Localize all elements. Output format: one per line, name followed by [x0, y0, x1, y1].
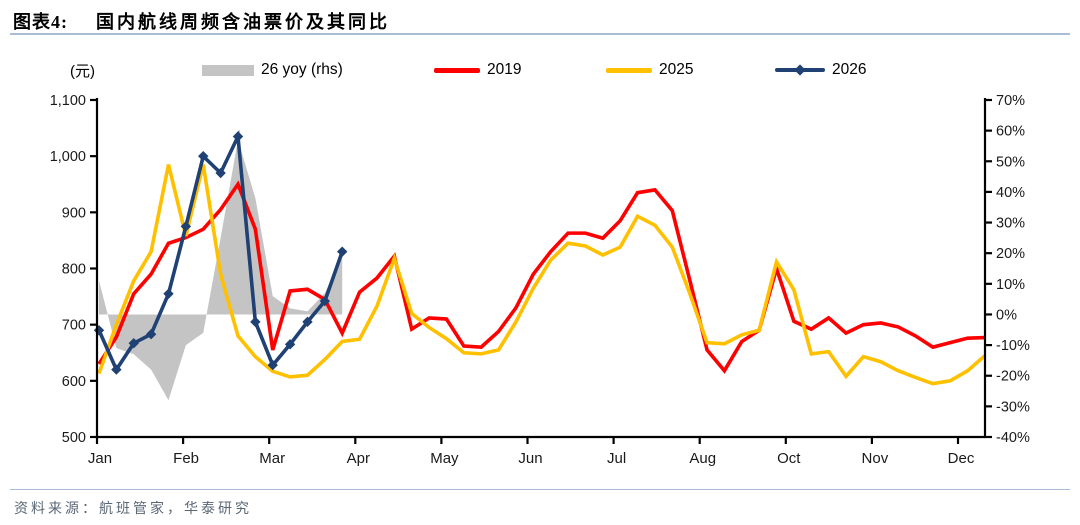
- legend-item-26yoy: 26 yoy (rhs): [202, 61, 343, 79]
- tick-label: 60%: [996, 124, 1025, 140]
- diamond-line-swatch-icon: [775, 61, 825, 79]
- tick-label: 600: [62, 374, 86, 390]
- tick-label: Jun: [518, 450, 542, 467]
- title-divider: [10, 33, 1070, 35]
- diamond-marker-icon: [215, 167, 226, 179]
- diamond-marker-icon: [267, 359, 278, 371]
- tick-label: -10%: [996, 338, 1030, 354]
- legend-item-2019: 2019: [434, 61, 521, 79]
- legend-label: 2025: [659, 61, 694, 78]
- diamond-marker-icon: [302, 316, 313, 328]
- tick-label: 900: [62, 205, 86, 221]
- legend-item-2026: 2026: [775, 61, 866, 79]
- diamond-marker-icon: [180, 221, 192, 232]
- diamond-marker-icon: [284, 339, 296, 350]
- tick-label: 30%: [996, 216, 1025, 232]
- tick-label: 700: [62, 318, 86, 334]
- tick-label: Apr: [347, 450, 370, 467]
- tick-label: May: [430, 450, 459, 467]
- diamond-marker-icon: [250, 316, 261, 328]
- y-axis-unit-label: (元): [70, 63, 95, 80]
- tick-label: 800: [62, 262, 86, 278]
- line-swatch-icon: [606, 67, 652, 73]
- legend-label: 2026: [832, 61, 867, 78]
- tick-label: 70%: [996, 93, 1025, 109]
- tick-label: Jan: [88, 450, 112, 467]
- tick-label: -30%: [996, 399, 1030, 415]
- tick-label: Feb: [173, 450, 199, 467]
- series-2019-line: [97, 180, 986, 374]
- tick-label: -40%: [996, 430, 1030, 446]
- legend-label: 26 yoy (rhs): [261, 61, 343, 78]
- series-2025-line: [97, 164, 987, 386]
- tick-label: 20%: [996, 246, 1025, 262]
- legend-label: 2019: [487, 61, 522, 78]
- diamond-marker-icon: [198, 150, 209, 162]
- diamond-marker-icon: [111, 364, 122, 375]
- diamond-marker-icon: [337, 246, 348, 257]
- tick-label: 0%: [996, 307, 1017, 323]
- tick-label: -20%: [996, 369, 1030, 385]
- diamond-marker-icon: [128, 338, 139, 349]
- tick-label: 50%: [996, 154, 1025, 170]
- tick-label: 500: [62, 430, 86, 446]
- diamond-marker-icon: [93, 325, 105, 336]
- diamond-marker-icon: [319, 295, 331, 307]
- diamond-marker-icon: [145, 329, 157, 340]
- figure-header: 图表4: 国内航线周频含油票价及其同比: [13, 8, 1067, 34]
- tick-label: 1,100: [50, 93, 86, 109]
- tick-label: Nov: [862, 450, 889, 467]
- tick-label: 40%: [996, 185, 1025, 201]
- source-note: 资料来源：航班管家，华泰研究: [14, 502, 252, 517]
- area-swatch-icon: [202, 64, 254, 76]
- tick-label: Dec: [948, 450, 975, 467]
- tick-label: Aug: [689, 450, 716, 467]
- legend-item-2025: 2025: [606, 61, 693, 79]
- tick-label: Mar: [259, 450, 285, 467]
- diamond-marker-icon: [163, 288, 174, 299]
- tick-label: 10%: [996, 277, 1025, 293]
- line-swatch-icon: [434, 67, 480, 73]
- diamond-marker-icon: [232, 131, 244, 142]
- tick-label: Oct: [777, 450, 801, 467]
- tick-label: 1,000: [50, 149, 86, 165]
- page-title: 国内航线周频含油票价及其同比: [96, 12, 390, 32]
- tick-label: Jul: [607, 450, 626, 467]
- figure-tag: 图表4:: [13, 12, 68, 32]
- footer-divider: [10, 489, 1070, 490]
